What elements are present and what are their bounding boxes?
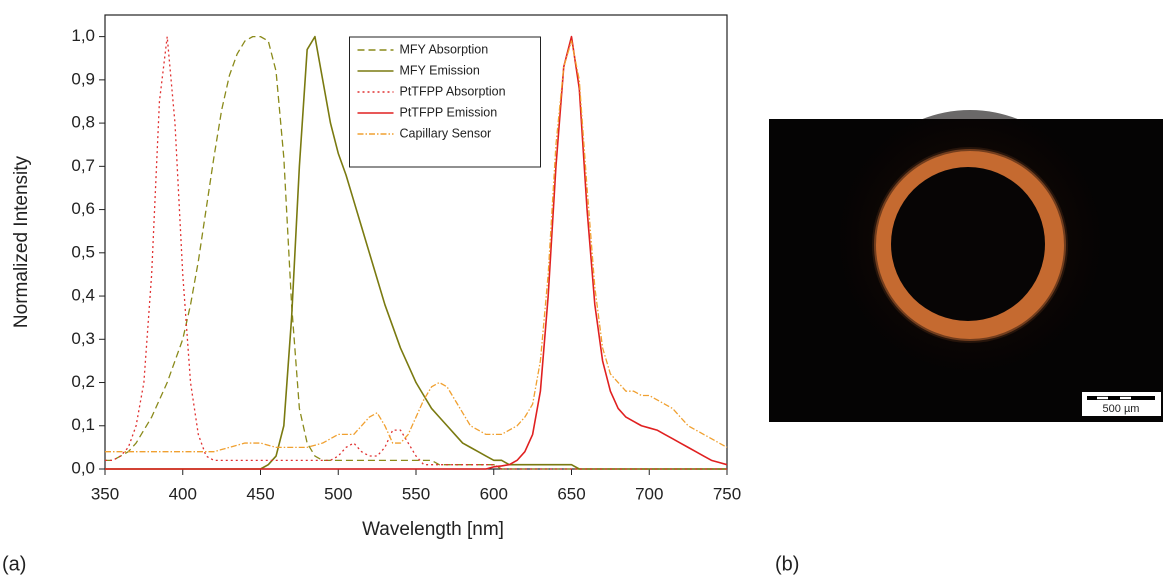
y-tick-label: 1,0 [71, 26, 95, 45]
x-tick-label: 350 [91, 484, 119, 503]
photo: 500 µm [769, 110, 1163, 422]
legend-box [349, 36, 541, 168]
y-tick-label: 0,5 [71, 242, 95, 261]
y-tick-label: 0,9 [71, 69, 95, 88]
x-tick-label: 750 [713, 484, 741, 503]
legend-label: PtTFPP Emission [400, 105, 498, 119]
ring-edge [872, 147, 1068, 343]
legend-label: MFY Emission [400, 63, 480, 77]
y-tick-label: 0,8 [71, 113, 95, 132]
y-tick-label: 0,7 [71, 156, 95, 175]
legend-label: PtTFPP Absorption [400, 84, 506, 98]
panel-label: (b) [775, 553, 799, 575]
legend-label: MFY Absorption [400, 42, 489, 56]
y-tick-label: 0,1 [71, 415, 95, 434]
x-tick-label: 400 [169, 484, 197, 503]
y-tick-label: 0,4 [71, 286, 95, 305]
x-tick-label: 550 [402, 484, 430, 503]
scale-bar-tick [1120, 396, 1131, 400]
series-line [105, 40, 728, 453]
series-line [105, 35, 727, 470]
y-tick-label: 0,3 [71, 329, 95, 348]
x-tick-label: 450 [246, 484, 274, 503]
x-tick-label: 700 [635, 484, 663, 503]
x-tick-label: 600 [480, 484, 508, 503]
y-tick-label: 0,0 [71, 458, 95, 477]
panel-label: (a) [2, 553, 26, 575]
x-tick-label: 500 [324, 484, 352, 503]
y-tick-label: 0,6 [71, 199, 95, 218]
legend-label: Capillary Sensor [400, 126, 492, 140]
y-axis-label: Normalized Intensity [11, 155, 32, 328]
x-tick-label: 650 [557, 484, 585, 503]
scale-bar-label: 500 µm [1103, 403, 1140, 415]
ring-inner [891, 167, 1045, 321]
scale-bar-tick [1097, 396, 1108, 400]
series-line [105, 35, 728, 470]
y-tick-label: 0,2 [71, 372, 95, 391]
x-axis-label: Wavelength [nm] [362, 519, 504, 540]
